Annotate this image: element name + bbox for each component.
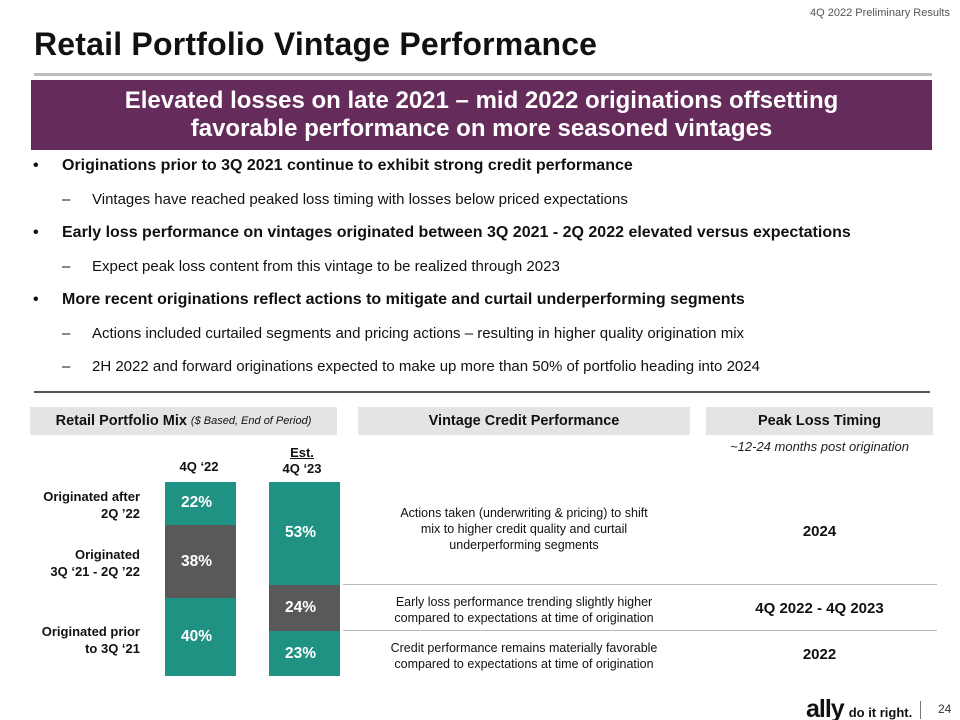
vintage-desc-middle: Early loss performance trending slightly…	[364, 594, 684, 626]
bar-value-label: 23%	[285, 644, 317, 662]
bar-segment: 53%	[269, 482, 340, 585]
report-tag: 4Q 2022 Preliminary Results	[809, 7, 950, 19]
bar-segment: 22%	[165, 482, 236, 525]
peak-loss-header: Peak Loss Timing	[706, 407, 933, 435]
banner-line-1: Elevated losses on late 2021 – mid 2022 …	[124, 87, 839, 114]
peak-loss-middle: 4Q 2022 - 4Q 2023	[755, 600, 884, 617]
desc-line: compared to expectations at time of orig…	[394, 611, 654, 625]
bar-segment: 23%	[269, 631, 340, 676]
bar-value-label: 40%	[181, 628, 213, 646]
sub-bullet-item: – 2H 2022 and forward originations expect…	[30, 355, 935, 388]
bullet-text: Expect peak loss content from this vinta…	[92, 258, 560, 275]
title-divider	[34, 73, 932, 76]
row-label-line: 3Q ‘21 - 2Q ’22	[50, 564, 140, 579]
desc-line: Credit performance remains materially fa…	[390, 641, 658, 655]
column-label-4q22: 4Q ‘22	[179, 459, 219, 474]
page-number: 24	[938, 702, 952, 716]
bullet-text: Originations prior to 3Q 2021 continue t…	[62, 157, 633, 174]
bar-value-label: 24%	[285, 599, 317, 617]
column-label-est-4q23: Est. 4Q ‘23	[267, 445, 337, 477]
bullet-item: • Early loss performance on vintages orig…	[30, 221, 935, 255]
bullet-list: • Originations prior to 3Q 2021 continue …	[30, 154, 935, 388]
ally-logo: ally do it right.	[806, 695, 922, 720]
row-label-line: Originated prior	[41, 624, 140, 639]
bar-segment: 24%	[269, 584, 340, 632]
bar-value-label: 22%	[181, 494, 213, 512]
key-message-banner: Elevated losses on late 2021 – mid 2022 …	[31, 80, 932, 150]
row-label-prior-3q21: Originated prior to 3Q ‘21	[10, 623, 140, 657]
page-title: Retail Portfolio Vintage Performance	[34, 26, 598, 62]
bar-segment: 38%	[165, 524, 236, 599]
vintage-performance-title: Vintage Credit Performance	[428, 413, 620, 429]
peak-loss-recent: 2024	[802, 523, 837, 540]
bullet-text: 2H 2022 and forward originations expecte…	[92, 358, 760, 375]
vintage-desc-recent: Actions taken (underwriting & pricing) t…	[364, 505, 684, 553]
bar-segment: 40%	[165, 598, 236, 676]
peak-loss-prior: 2022	[802, 646, 837, 663]
row-label-line: Originated after	[43, 489, 140, 504]
section-divider	[34, 391, 930, 393]
portfolio-mix-header: Retail Portfolio Mix ($ Based, End of Pe…	[30, 407, 337, 435]
portfolio-mix-title: Retail Portfolio Mix	[55, 413, 187, 429]
row-label-after-2q22: Originated after 2Q ’22	[10, 488, 140, 522]
sub-bullet-item: – Expect peak loss content from this vint…	[30, 255, 935, 288]
bullet-dot-icon: •	[33, 291, 39, 308]
row-label-3q21-2q22: Originated 3Q ‘21 - 2Q ’22	[10, 546, 140, 580]
logo-tagline: do it right.	[848, 705, 913, 720]
row-label-line: 2Q ’22	[100, 506, 140, 521]
sub-bullet-item: – Vintages have reached peaked loss timin…	[30, 188, 935, 221]
peak-loss-title: Peak Loss Timing	[757, 413, 882, 429]
logo-wordmark: ally	[806, 695, 845, 720]
desc-line: Early loss performance trending slightly…	[395, 595, 653, 609]
peak-loss-note: ~12-24 months post origination	[730, 439, 909, 454]
bullet-item: • More recent originations reflect action…	[30, 288, 935, 322]
desc-line: underperforming segments	[449, 538, 599, 552]
portfolio-mix-subtitle: ($ Based, End of Period)	[190, 415, 312, 427]
logo-separator	[920, 700, 922, 719]
row-label-line: Originated	[74, 547, 140, 562]
bar-value-label: 38%	[181, 552, 213, 570]
row-divider	[343, 584, 937, 585]
bullet-text: Early loss performance on vintages origi…	[62, 224, 851, 241]
dash-icon: –	[62, 191, 71, 208]
bullet-text: More recent originations reflect actions…	[62, 291, 745, 308]
banner-line-2: favorable performance on more seasoned v…	[190, 115, 773, 142]
bullet-dot-icon: •	[33, 224, 39, 241]
sub-bullet-item: – Actions included curtailed segments and…	[30, 322, 935, 355]
dash-icon: –	[62, 358, 71, 375]
dash-icon: –	[62, 325, 71, 342]
bullet-dot-icon: •	[33, 157, 39, 174]
dash-icon: –	[62, 258, 71, 275]
row-label-line: to 3Q ‘21	[85, 641, 140, 656]
bullet-text: Vintages have reached peaked loss timing…	[92, 191, 628, 208]
bullet-item: • Originations prior to 3Q 2021 continue …	[30, 154, 935, 188]
desc-line: Actions taken (underwriting & pricing) t…	[400, 506, 648, 520]
row-divider	[343, 630, 937, 631]
bar-value-label: 53%	[285, 524, 317, 542]
vintage-desc-prior: Credit performance remains materially fa…	[364, 640, 684, 672]
desc-line: mix to higher credit quality and curtail	[420, 522, 628, 536]
est-label: Est.	[290, 445, 314, 460]
column-label-4q23: 4Q ‘23	[282, 461, 322, 476]
desc-line: compared to expectations at time of orig…	[394, 657, 654, 671]
bullet-text: Actions included curtailed segments and …	[92, 325, 745, 342]
vintage-performance-header: Vintage Credit Performance	[358, 407, 690, 435]
